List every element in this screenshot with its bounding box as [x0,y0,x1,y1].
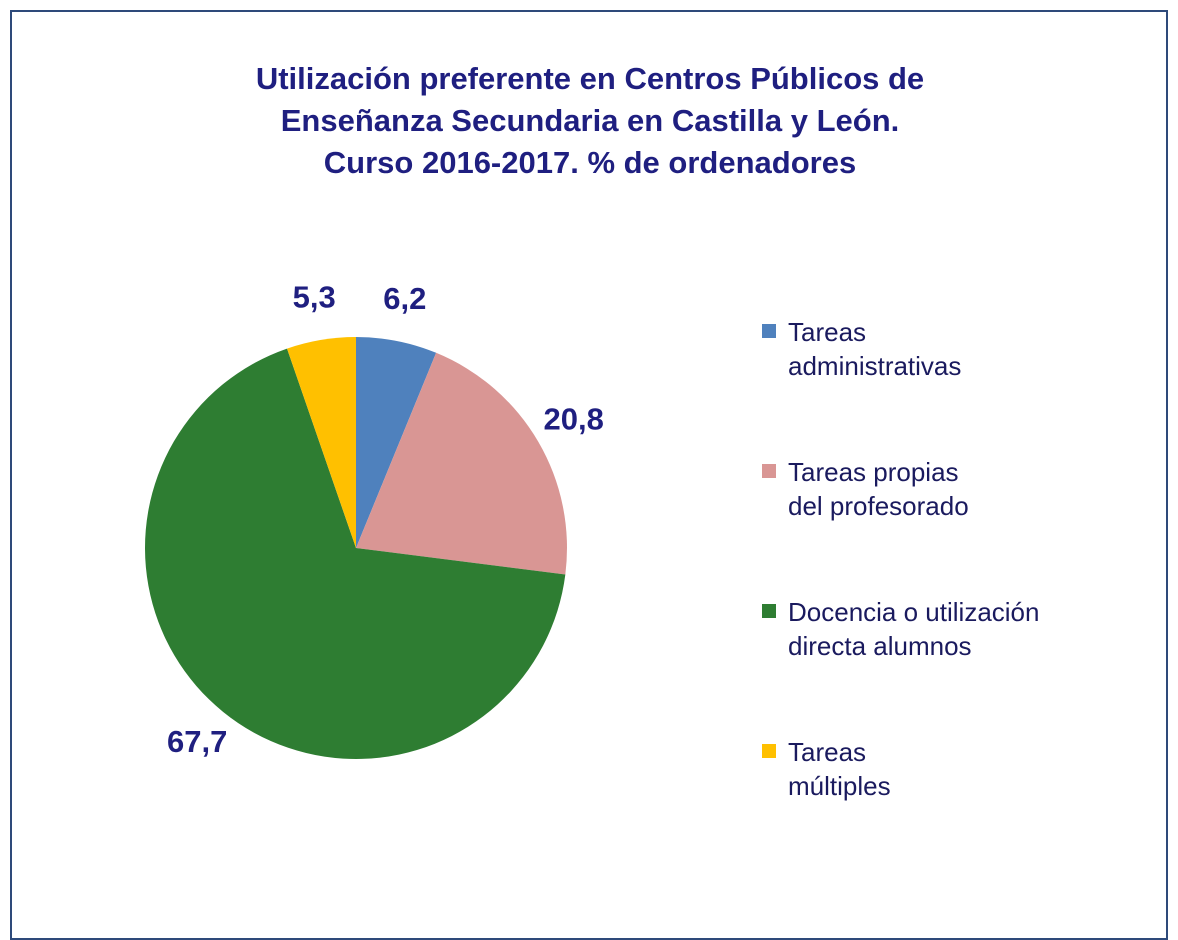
data-label: 5,3 [293,280,336,315]
pie-slice [356,352,567,575]
pie-slice [144,348,566,759]
pie-slice [356,337,437,548]
legend-swatch [762,604,776,618]
data-label: 6,2 [383,281,426,316]
data-label: 20,8 [544,401,604,436]
chart-title: Utilización preferente en Centros Públic… [255,61,925,180]
legend-label: Tareas múltiples [788,737,891,801]
legend-label: Tareas administrativas [788,317,962,381]
legend-swatch [762,324,776,338]
legend-label: Docencia o utilización directa alumnos [788,597,1040,661]
data-label: 67,7 [167,724,227,759]
pie-slice [287,337,356,548]
legend-swatch [762,744,776,758]
legend-swatch [762,464,776,478]
legend-label: Tareas propias del profesorado [788,457,969,521]
